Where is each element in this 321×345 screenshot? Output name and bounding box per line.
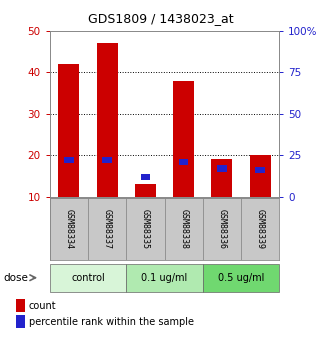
Text: 0.1 ug/ml: 0.1 ug/ml	[141, 273, 188, 283]
Bar	[217, 165, 227, 171]
Text: GSM88339: GSM88339	[256, 209, 265, 249]
Bar	[141, 174, 150, 180]
Bar	[50, 264, 126, 292]
Bar	[211, 159, 232, 197]
Bar	[64, 157, 74, 163]
Text: GSM88338: GSM88338	[179, 209, 188, 249]
Text: control: control	[71, 273, 105, 283]
Bar	[256, 167, 265, 173]
Bar	[16, 299, 25, 312]
Bar	[179, 159, 188, 165]
Text: 0.5 ug/ml: 0.5 ug/ml	[218, 273, 264, 283]
Text: GSM88337: GSM88337	[103, 209, 112, 249]
Bar	[164, 198, 203, 260]
Bar	[203, 198, 241, 260]
Text: GSM88334: GSM88334	[65, 209, 74, 249]
Bar	[102, 157, 112, 163]
Bar	[50, 198, 88, 260]
Bar	[173, 81, 194, 197]
Bar	[135, 184, 156, 197]
Text: dose: dose	[3, 273, 28, 283]
Bar	[250, 155, 271, 197]
Bar	[88, 198, 126, 260]
Text: GSM88336: GSM88336	[217, 209, 226, 249]
Bar	[203, 264, 279, 292]
Text: count: count	[29, 301, 56, 310]
Bar	[241, 198, 279, 260]
Bar	[126, 264, 203, 292]
Text: GSM88335: GSM88335	[141, 209, 150, 249]
Text: GDS1809 / 1438023_at: GDS1809 / 1438023_at	[88, 12, 233, 25]
Text: percentile rank within the sample: percentile rank within the sample	[29, 317, 194, 327]
Bar	[126, 198, 164, 260]
Bar	[58, 64, 79, 197]
Bar	[16, 315, 25, 328]
Bar	[97, 43, 118, 197]
